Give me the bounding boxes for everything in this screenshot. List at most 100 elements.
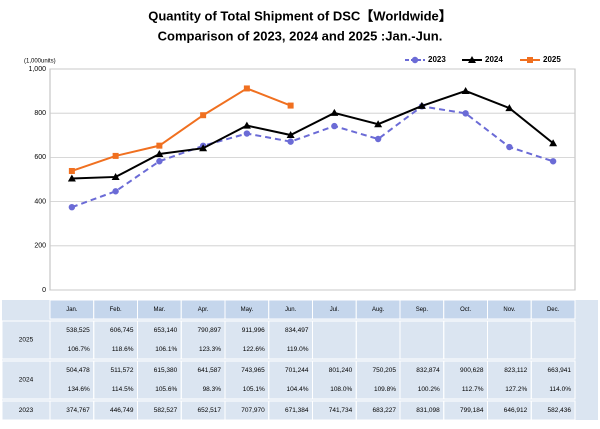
chart-title: Quantity of Total Shipment of DSC【Worldw… [148,8,452,23]
x-tick-label: Sep. [416,307,429,313]
point [505,104,514,112]
point [242,121,251,129]
legend-label: 2025 [543,55,561,64]
point [468,56,476,63]
table-yoy: 109.8% [374,386,396,393]
y-axis-label: (1,000units) [24,59,56,65]
table-yoy: 105.6% [155,386,177,393]
table-yoy: 106.7% [68,346,90,353]
legend-label: 2023 [428,55,446,64]
point [527,57,533,63]
point [112,152,119,159]
point [67,174,76,182]
row-label-cell [1,320,51,360]
point [374,120,383,128]
table-value: 750,205 [373,367,397,374]
point [417,101,426,109]
x-tick-label: Jul. [330,307,340,313]
y-tick-label: 1,000 [28,66,46,73]
header-cell [530,299,576,320]
table-value: 582,436 [548,407,572,414]
point [287,102,294,109]
chart-subtitle: Comparison of 2023, 2024 and 2025 :Jan.-… [158,28,443,43]
table-value: 374,767 [66,407,90,414]
x-tick-label: Oct. [460,307,471,313]
table-value: 606,745 [110,327,134,334]
legend-label: 2024 [485,55,503,64]
row-label: 2024 [19,377,34,384]
table-yoy: 127.2% [505,386,527,393]
x-tick-label: Mar. [154,307,166,313]
x-tick-label: Apr. [198,307,209,313]
table-value: 823,112 [504,367,527,374]
table-value: 511,572 [110,367,133,374]
table-value: 663,941 [548,367,572,374]
table-yoy: 119.0% [287,346,309,353]
point [286,131,295,139]
table-value: 801,240 [329,367,353,374]
table-value: 641,587 [198,367,222,374]
series-line [71,105,554,209]
table-yoy: 114.0% [549,386,571,393]
table-value: 831,098 [416,407,440,414]
table-value: 707,970 [241,407,265,414]
x-tick-label: May. [241,307,254,313]
point [111,172,120,180]
table-bg [2,300,598,420]
point [549,139,558,147]
table-value: 538,525 [66,327,90,334]
table-value: 446,749 [110,407,134,414]
point [374,135,382,143]
table-yoy: 108.0% [330,386,352,393]
point [156,158,163,165]
table-value: 504,478 [66,367,90,374]
point [461,86,470,94]
table-value: 653,140 [154,327,178,334]
table-value: 701,244 [285,367,309,374]
y-tick-label: 800 [34,110,46,117]
point [112,188,119,195]
point [331,122,338,130]
point [68,203,76,211]
x-tick-label: Dec. [547,307,560,313]
table-value: 683,227 [373,407,397,414]
point [68,167,75,174]
table-value: 832,874 [416,367,440,374]
table-yoy: 105.1% [243,386,265,393]
point [462,110,469,117]
point [549,158,557,165]
table-yoy: 122.6% [243,346,265,353]
point [199,144,208,152]
table-value: 652,517 [198,407,222,414]
y-tick-label: 600 [34,154,46,161]
series-line [71,89,554,180]
table-value: 646,912 [504,407,528,414]
series-line [71,87,291,172]
x-tick-label: Jun. [285,307,297,313]
point [156,142,163,149]
row-label-cell [1,360,51,400]
y-tick-label: 0 [42,287,46,294]
table-yoy: 98.3% [203,386,222,393]
x-tick-label: Nov. [503,307,515,313]
table-value: 900,628 [460,367,484,374]
x-tick-label: Feb. [110,307,122,313]
table-yoy: 118.6% [112,346,134,353]
table-value: 582,527 [154,407,178,414]
table-value: 743,965 [241,367,265,374]
table-yoy: 100.2% [418,386,440,393]
point [330,108,339,116]
cell [530,360,576,400]
cell [530,320,576,360]
x-tick-label: Jan. [66,307,78,313]
x-tick-label: Aug. [372,307,385,313]
table-value: 834,497 [285,327,309,334]
table-value: 911,996 [242,327,265,334]
point [243,130,251,137]
table-yoy: 134.6% [68,386,90,393]
point [506,143,513,151]
table-yoy: 104.4% [286,386,308,393]
row-label: 2023 [19,407,34,414]
row-label: 2025 [19,337,34,344]
